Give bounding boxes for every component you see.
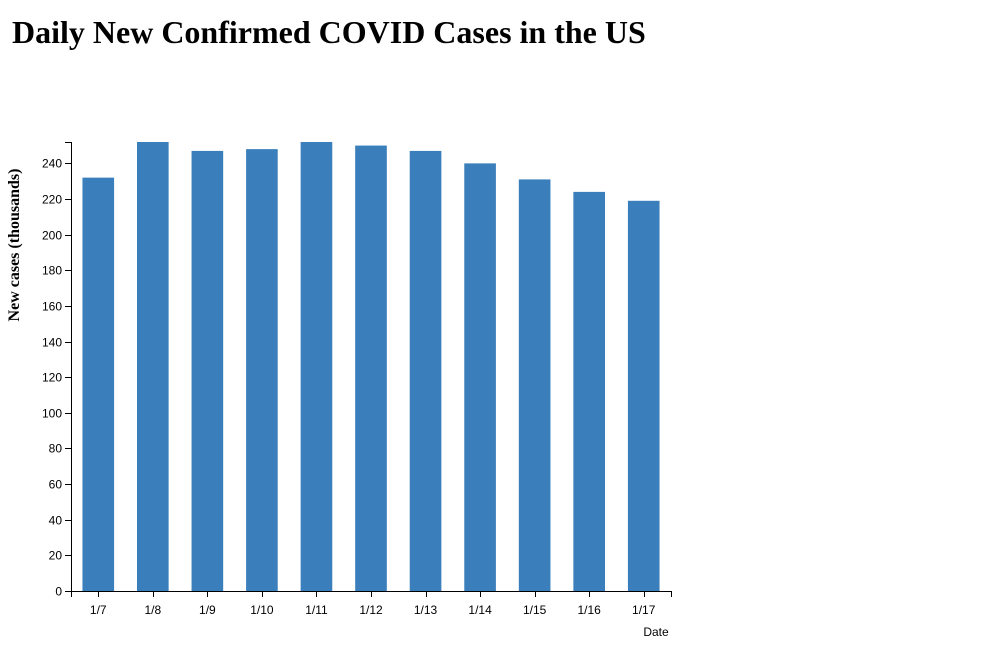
y-axis: 0 20 40 60 80 100 120 140 160 180 200 220 240: [42, 142, 72, 599]
x-tick-label: 1/16: [578, 603, 602, 617]
bar: [191, 150, 224, 591]
y-tick-label: 100: [42, 407, 62, 421]
y-tick-label: 120: [42, 371, 62, 385]
y-tick-label: 20: [49, 549, 63, 563]
y-tick-label: 80: [49, 442, 63, 456]
bar: [573, 191, 605, 591]
y-tick-label: 240: [42, 157, 62, 171]
y-axis-label: New cases (thousands): [6, 169, 23, 322]
bar: [82, 177, 115, 591]
y-tick-label: 140: [42, 336, 62, 350]
y-tick-label: 180: [42, 264, 62, 278]
y-tick-label: 200: [42, 229, 62, 243]
x-tick-label: 1/11: [305, 603, 328, 617]
x-axis-label: Date: [643, 625, 669, 639]
x-tick-label: 1/15: [523, 603, 547, 617]
bar: [355, 145, 387, 592]
x-tick-label: 1/17: [632, 603, 656, 617]
x-tick-label: 1/13: [414, 603, 438, 617]
bar: [137, 142, 169, 591]
x-tick-label: 1/8: [144, 603, 161, 617]
chart-title: Daily New Confirmed COVID Cases in the U…: [12, 14, 646, 50]
bar: [518, 179, 551, 591]
y-tick-label: 40: [49, 514, 63, 528]
bar: [464, 163, 496, 591]
x-tick-label: 1/14: [468, 603, 492, 617]
x-axis: 1/7 1/8 1/9 1/10 1/11 1/12 1/13 1/14 1/15 1/16 1/1…: [71, 591, 672, 617]
x-tick-label: 1/12: [359, 603, 383, 617]
bar: [627, 200, 660, 592]
x-tick-label: 1/10: [250, 603, 274, 617]
bar: [300, 142, 333, 591]
y-tick-label: 160: [42, 300, 62, 314]
y-tick-label: 0: [55, 585, 62, 599]
x-tick-label: 1/7: [90, 603, 107, 617]
y-tick-label: 220: [42, 193, 62, 207]
x-tick-label: 1/9: [199, 603, 216, 617]
y-axis-line: [65, 142, 72, 592]
y-tick-label: 60: [49, 478, 63, 492]
bar: [409, 150, 442, 591]
bar: [246, 149, 278, 591]
bars: [82, 142, 660, 592]
